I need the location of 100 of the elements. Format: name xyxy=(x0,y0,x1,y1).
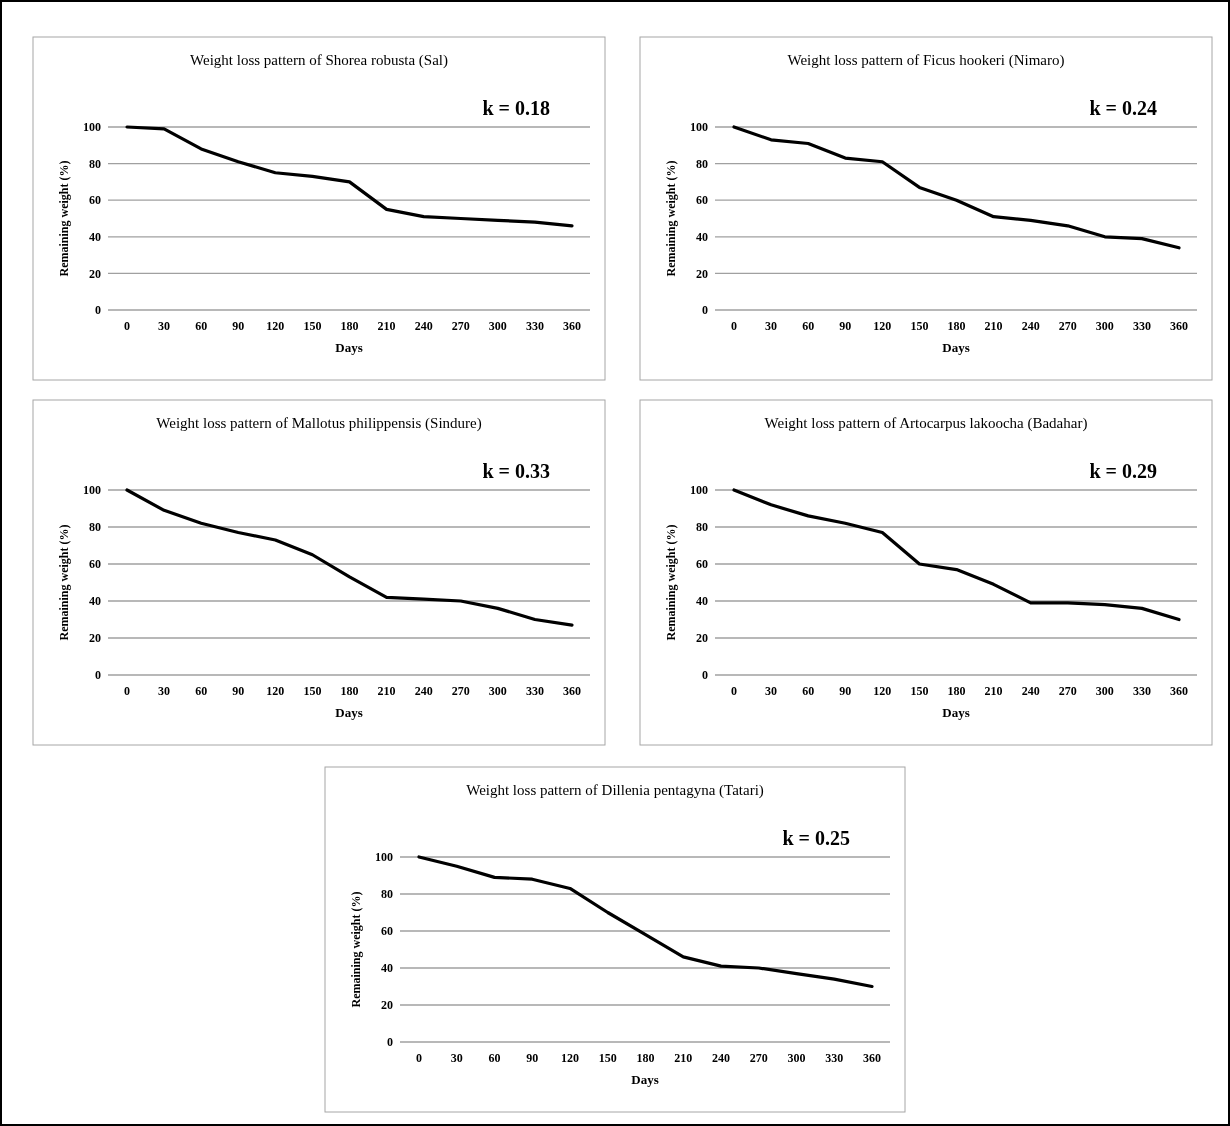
line-series xyxy=(125,488,574,627)
x-tick-label: 330 xyxy=(525,684,544,698)
y-tick-label: 20 xyxy=(696,266,708,281)
x-tick-label: 330 xyxy=(525,319,544,333)
x-tick-label: 0 xyxy=(124,684,130,698)
x-tick-label: 150 xyxy=(910,684,929,698)
x-axis-title: Days xyxy=(631,1072,659,1087)
y-tick-label: 60 xyxy=(89,193,101,208)
x-tick-label: 270 xyxy=(1058,684,1077,698)
line-series xyxy=(732,488,1181,622)
chart-title: Weight loss pattern of Dillenia pentagyna (Tatari) xyxy=(466,782,764,799)
y-tick-label: 40 xyxy=(89,230,101,244)
x-tick-label: 60 xyxy=(802,319,815,333)
x-tick-label: 210 xyxy=(984,684,1003,698)
x-tick-label: 210 xyxy=(377,319,396,333)
y-tick-label: 0 xyxy=(387,1035,393,1050)
line-series xyxy=(417,855,874,989)
x-tick-label: 0 xyxy=(416,1051,422,1065)
text: k = 0.24 xyxy=(1089,97,1157,119)
x-axis-title: Days xyxy=(335,705,363,720)
y-tick-label: 60 xyxy=(696,557,708,572)
y-tick-label: 20 xyxy=(89,631,101,646)
x-tick-label: 180 xyxy=(947,319,966,333)
x-tick-label: 300 xyxy=(1095,319,1114,333)
x-tick-label: 150 xyxy=(303,684,322,698)
x-tick-label: 30 xyxy=(450,1051,463,1065)
x-tick-label: 120 xyxy=(561,1051,579,1065)
x-tick-label: 300 xyxy=(787,1051,806,1065)
x-tick-label: 90 xyxy=(232,319,245,333)
y-tick-label: 20 xyxy=(89,266,101,281)
chart-title: Weight loss pattern of Artocarpus lakoocha (Badahar) xyxy=(764,415,1088,432)
x-tick-label: 60 xyxy=(195,319,208,333)
y-axis-title: Remaining weight (%) xyxy=(57,160,71,277)
x-tick-label: 180 xyxy=(340,684,359,698)
x-tick-label: 120 xyxy=(266,319,285,333)
x-tick-label: 30 xyxy=(765,684,778,698)
y-axis-title: Remaining weight (%) xyxy=(664,160,678,277)
x-tick-label: 270 xyxy=(451,684,470,698)
text: k = 0.29 xyxy=(1089,460,1157,482)
x-tick-label: 300 xyxy=(488,684,507,698)
y-tick-label: 20 xyxy=(696,631,708,646)
x-tick-label: 240 xyxy=(414,684,433,698)
x-tick-label: 120 xyxy=(873,684,892,698)
x-tick-label: 60 xyxy=(802,684,815,698)
x-tick-label: 180 xyxy=(947,684,966,698)
y-tick-label: 100 xyxy=(83,120,101,135)
x-tick-label: 30 xyxy=(158,684,171,698)
text: k = 0.25 xyxy=(782,827,850,849)
x-tick-label: 330 xyxy=(1132,684,1151,698)
line-series xyxy=(125,125,574,228)
x-tick-label: 360 xyxy=(863,1051,881,1065)
x-tick-label: 120 xyxy=(266,684,285,698)
y-tick-label: 60 xyxy=(696,193,708,208)
line-series xyxy=(732,125,1181,250)
x-tick-label: 150 xyxy=(303,319,322,333)
x-tick-label: 300 xyxy=(488,319,507,333)
x-tick-label: 0 xyxy=(731,319,737,333)
x-tick-label: 330 xyxy=(1132,319,1151,333)
y-tick-label: 100 xyxy=(83,483,101,498)
text: k = 0.33 xyxy=(482,460,550,482)
y-tick-label: 0 xyxy=(95,668,101,683)
x-tick-label: 30 xyxy=(765,319,778,333)
y-tick-label: 0 xyxy=(702,303,708,318)
x-axis-title: Days xyxy=(335,340,363,355)
y-axis-title: Remaining weight (%) xyxy=(349,891,363,1008)
x-tick-label: 240 xyxy=(712,1051,730,1065)
x-tick-label: 270 xyxy=(1058,319,1077,333)
y-axis-title: Remaining weight (%) xyxy=(57,524,71,641)
y-tick-label: 40 xyxy=(89,594,101,609)
x-tick-label: 30 xyxy=(158,319,171,333)
x-tick-label: 180 xyxy=(636,1051,655,1065)
x-tick-label: 150 xyxy=(598,1051,617,1065)
y-axis-title: Remaining weight (%) xyxy=(664,524,678,641)
y-tick-label: 40 xyxy=(381,961,393,976)
x-tick-label: 90 xyxy=(232,684,245,698)
x-tick-label: 120 xyxy=(873,319,892,333)
y-tick-label: 0 xyxy=(702,668,708,683)
x-tick-label: 210 xyxy=(984,319,1003,333)
x-tick-label: 0 xyxy=(731,684,737,698)
y-tick-label: 80 xyxy=(381,887,393,902)
x-tick-label: 270 xyxy=(451,319,470,333)
x-axis-title: Days xyxy=(942,340,970,355)
x-tick-label: 360 xyxy=(563,319,581,333)
x-tick-label: 150 xyxy=(910,319,929,333)
y-tick-label: 80 xyxy=(89,156,101,171)
x-tick-label: 180 xyxy=(340,319,359,333)
x-tick-label: 60 xyxy=(195,684,208,698)
x-tick-label: 330 xyxy=(825,1051,844,1065)
x-tick-label: 270 xyxy=(749,1051,768,1065)
x-tick-label: 90 xyxy=(839,684,852,698)
y-tick-label: 100 xyxy=(375,850,393,865)
x-tick-label: 360 xyxy=(1170,319,1188,333)
chart-title: Weight loss pattern of Ficus hookeri (Nimaro) xyxy=(787,52,1065,69)
x-axis-title: Days xyxy=(942,705,970,720)
x-tick-label: 240 xyxy=(1021,319,1040,333)
x-tick-label: 90 xyxy=(526,1051,539,1065)
y-tick-label: 60 xyxy=(89,557,101,572)
chart-title: Weight loss pattern of Mallotus philippensis (Sindure) xyxy=(156,415,482,432)
y-tick-label: 80 xyxy=(696,520,708,535)
x-tick-label: 60 xyxy=(488,1051,501,1065)
